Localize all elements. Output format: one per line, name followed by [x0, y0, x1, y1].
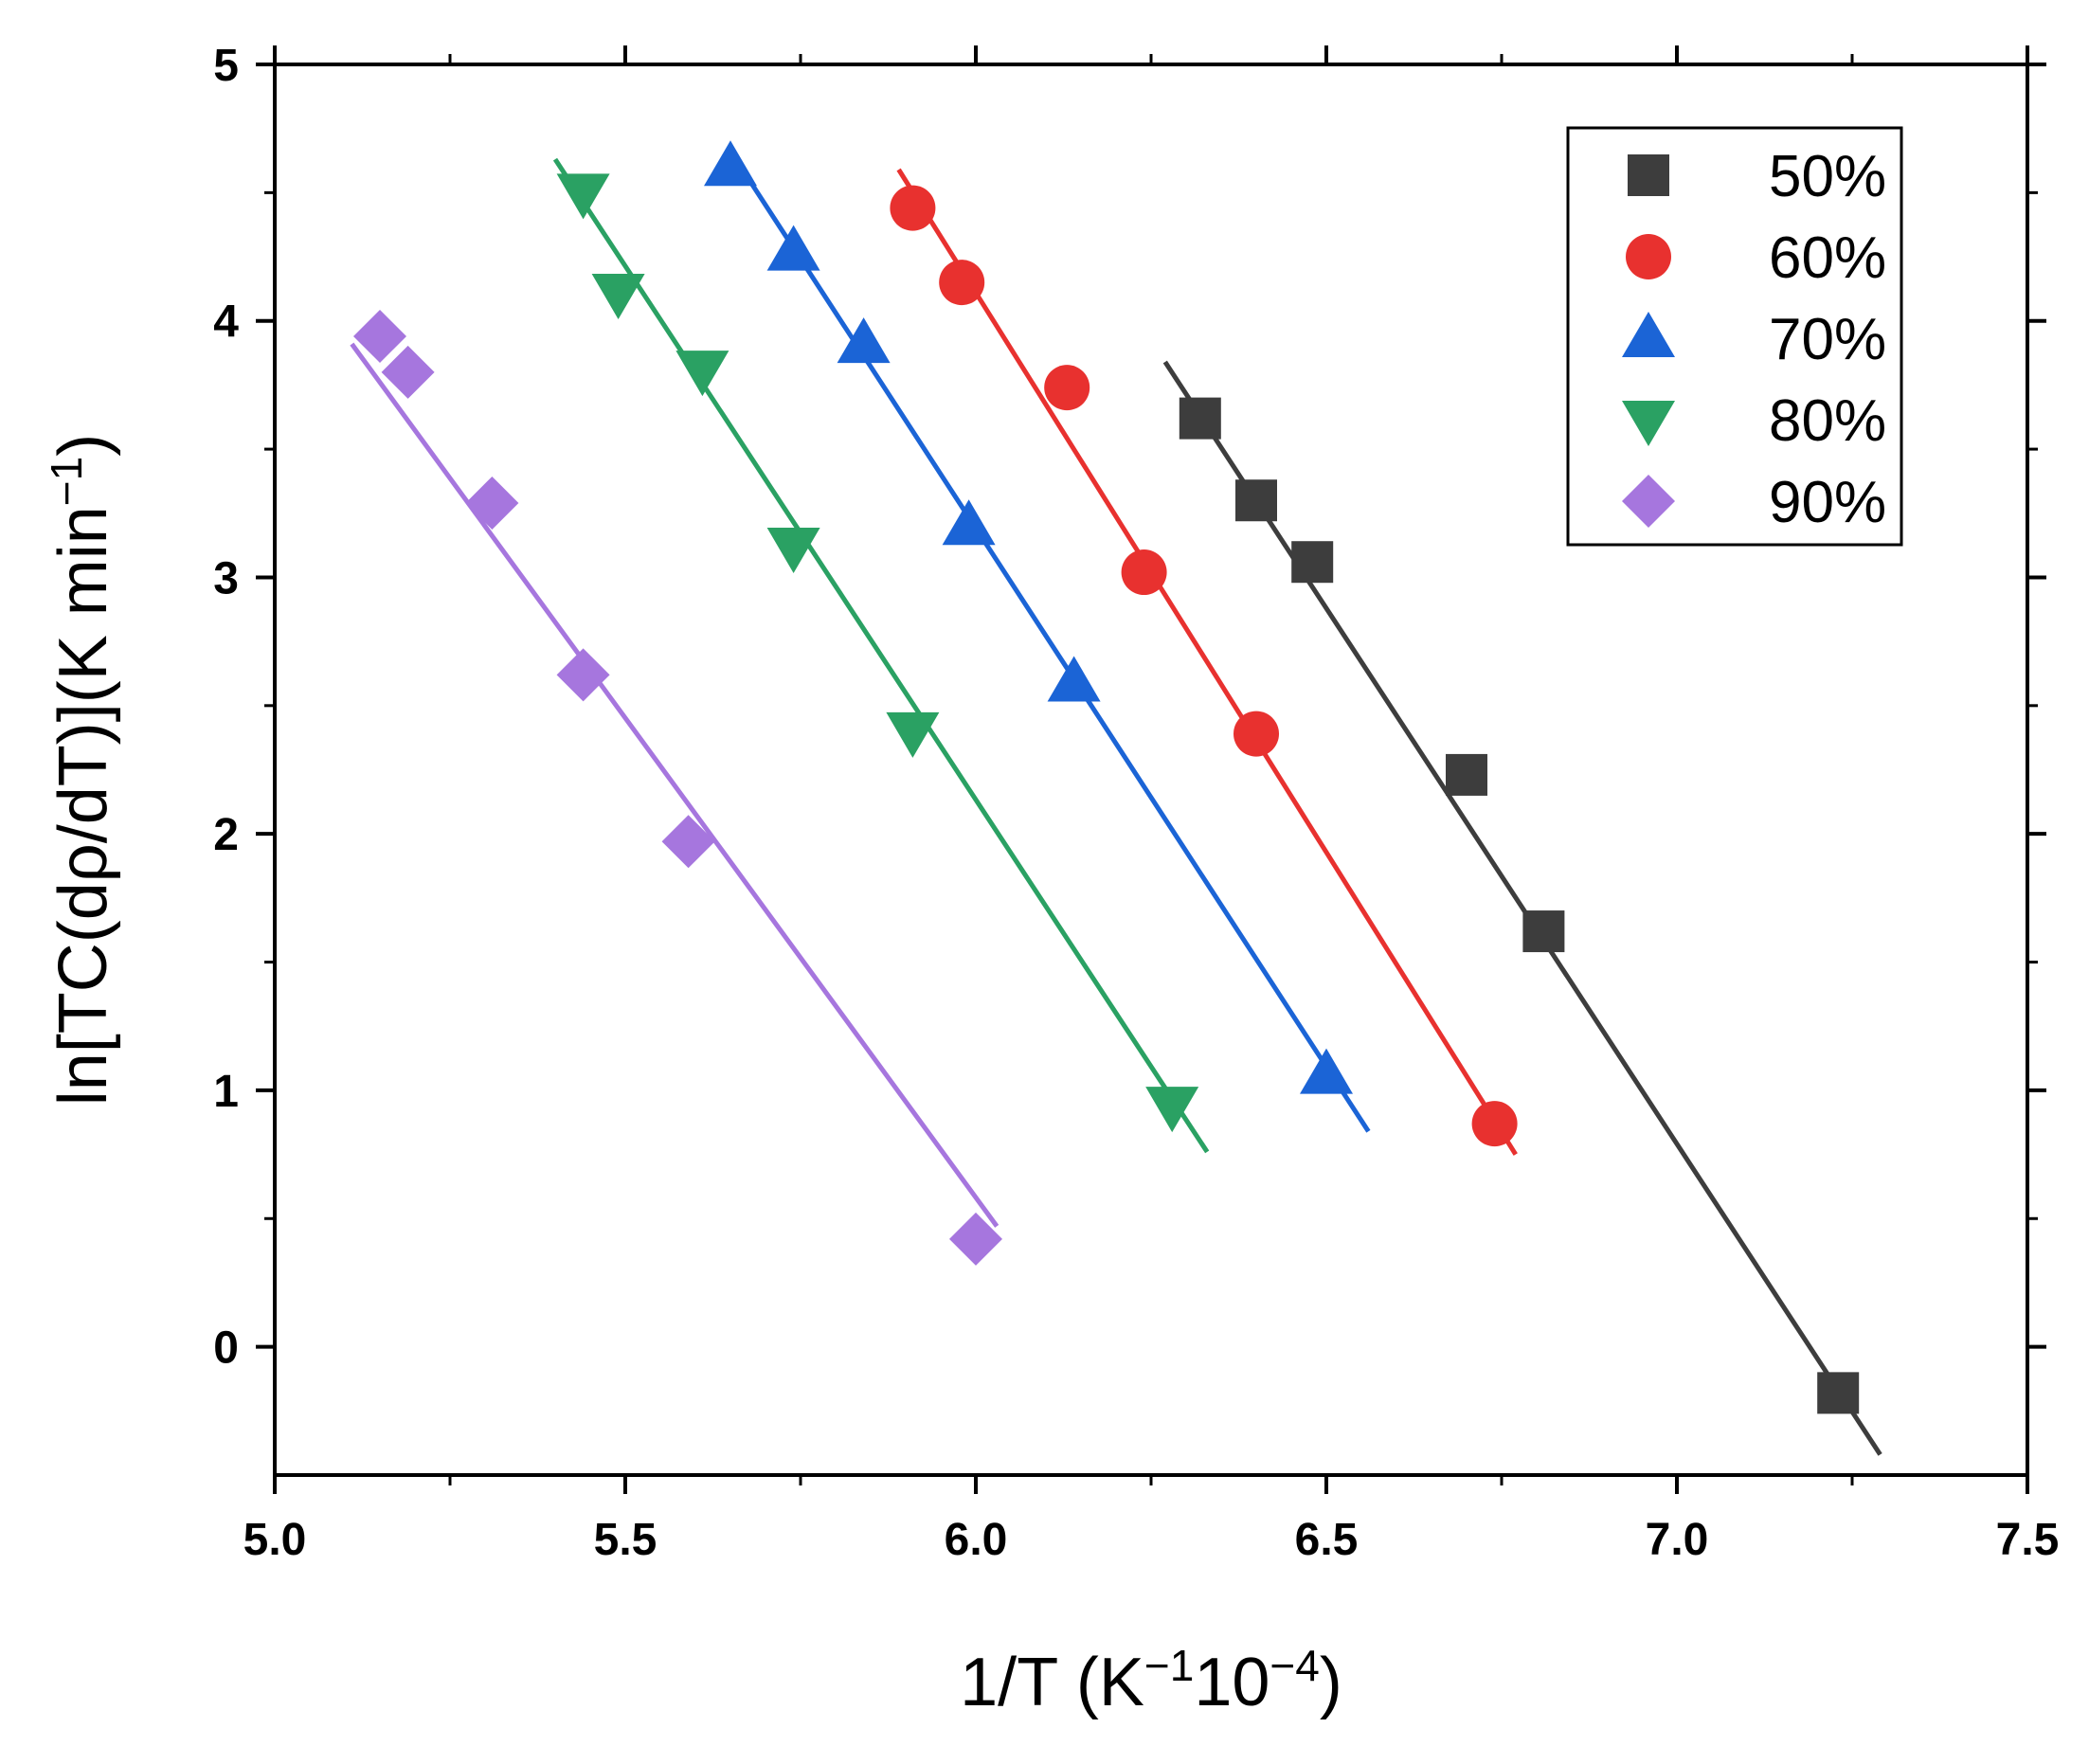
y-axis: 0 1 2 3 4 5 — [213, 41, 2046, 1374]
y-axis-title: ln[TC(dρ/dT)](K min−1) — [42, 434, 121, 1106]
data-point-80pct — [675, 351, 729, 397]
data-point-90pct — [353, 309, 406, 363]
data-point-60pct — [1044, 365, 1090, 411]
fit-lines — [350, 157, 1882, 1456]
legend-label-50pct: 50% — [1769, 144, 1886, 209]
legend: 50% 60% 70% 80% 90% — [1566, 126, 1903, 547]
data-point-80pct — [766, 527, 820, 573]
x-axis-title-sup2: −4 — [1270, 1641, 1319, 1690]
fit-line-70pct — [735, 160, 1371, 1133]
data-point-70pct — [1300, 1048, 1353, 1094]
data-point-60pct — [890, 185, 936, 231]
data-point-70pct — [837, 317, 891, 364]
legend-marker-60pct — [1626, 234, 1671, 279]
y-tick-label: 5 — [213, 41, 239, 91]
legend-marker-70pct — [1622, 312, 1675, 357]
x-tick-label: 5.0 — [243, 1515, 307, 1565]
x-tick-label: 5.5 — [594, 1515, 657, 1565]
x-axis: 5.0 5.5 6.0 6.5 7.0 7.5 — [243, 45, 2060, 1565]
x-tick-label: 7.0 — [1646, 1515, 1709, 1565]
data-point-50pct — [1235, 479, 1277, 522]
fit-line-60pct — [896, 168, 1518, 1156]
data-point-50pct — [1522, 910, 1565, 953]
data-point-60pct — [1121, 549, 1167, 596]
data-point-50pct — [1179, 397, 1221, 440]
y-axis-title-base: ln[TC(dρ/dT)](K min — [45, 506, 121, 1106]
data-point-90pct — [661, 815, 715, 869]
legend-marker-50pct — [1628, 154, 1669, 196]
data-point-70pct — [1047, 656, 1101, 702]
data-point-70pct — [766, 225, 820, 271]
y-tick-label: 4 — [213, 297, 239, 348]
legend-label-60pct: 60% — [1769, 225, 1886, 291]
x-axis-title-end: ) — [1320, 1645, 1342, 1720]
data-markers — [353, 140, 1860, 1414]
y-tick-label: 0 — [213, 1323, 239, 1374]
x-axis-title-mid: 10 — [1194, 1645, 1270, 1720]
fit-line-50pct — [1162, 360, 1882, 1456]
data-point-80pct — [1145, 1087, 1199, 1133]
y-axis-title-end: ) — [45, 434, 121, 457]
legend-label-80pct: 80% — [1769, 388, 1886, 454]
data-point-80pct — [886, 711, 940, 758]
legend-label-70pct: 70% — [1769, 307, 1886, 372]
x-tick-label: 6.0 — [945, 1515, 1008, 1565]
data-point-80pct — [591, 273, 645, 319]
legend-marker-80pct — [1622, 401, 1675, 446]
data-point-90pct — [556, 648, 610, 702]
legend-box — [1566, 126, 1903, 547]
fit-line-90pct — [350, 342, 999, 1228]
y-tick-label: 3 — [213, 553, 239, 603]
data-point-90pct — [949, 1212, 1002, 1266]
data-point-60pct — [1471, 1101, 1518, 1147]
data-point-70pct — [704, 140, 757, 187]
data-point-90pct — [381, 345, 435, 399]
data-point-50pct — [1817, 1372, 1860, 1414]
data-point-80pct — [556, 173, 610, 220]
x-tick-label: 7.5 — [1996, 1515, 2060, 1565]
fit-line-80pct — [552, 157, 1210, 1154]
x-axis-title: 1/T (K−110−4) — [960, 1641, 1342, 1720]
data-point-90pct — [465, 476, 519, 530]
data-point-60pct — [1234, 711, 1279, 757]
legend-marker-90pct — [1622, 475, 1675, 528]
x-tick-label: 6.5 — [1295, 1515, 1359, 1565]
y-axis-title-sup: −1 — [42, 457, 91, 506]
y-tick-label: 1 — [213, 1067, 239, 1117]
data-point-70pct — [942, 499, 996, 546]
data-point-50pct — [1446, 753, 1487, 796]
legend-label-90pct: 90% — [1769, 470, 1886, 535]
data-point-50pct — [1291, 541, 1334, 584]
x-axis-title-sup1: −1 — [1144, 1641, 1194, 1690]
y-tick-label: 2 — [213, 810, 239, 860]
data-point-60pct — [939, 260, 985, 306]
x-axis-title-base: 1/T (K — [960, 1645, 1144, 1720]
